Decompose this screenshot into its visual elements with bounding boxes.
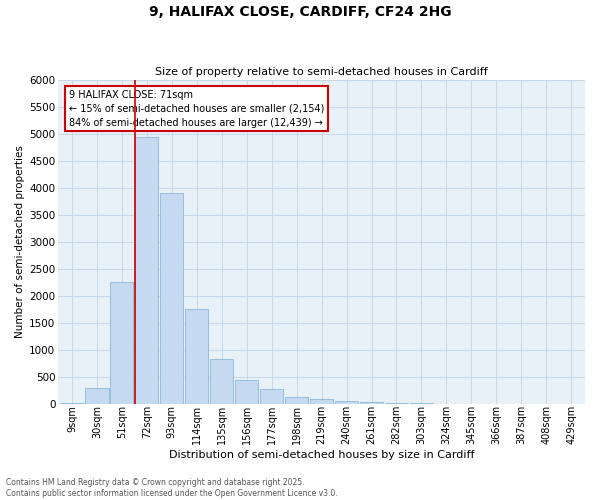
Bar	[335, 401, 358, 404]
X-axis label: Distribution of semi-detached houses by size in Cardiff: Distribution of semi-detached houses by …	[169, 450, 475, 460]
Bar	[185, 310, 208, 404]
Bar	[61, 402, 83, 404]
Bar	[385, 403, 408, 404]
Bar	[260, 388, 283, 404]
Bar	[310, 400, 333, 404]
Bar	[285, 396, 308, 404]
Bar	[85, 388, 109, 404]
Text: 9 HALIFAX CLOSE: 71sqm
← 15% of semi-detached houses are smaller (2,154)
84% of : 9 HALIFAX CLOSE: 71sqm ← 15% of semi-det…	[69, 90, 324, 128]
Bar	[135, 136, 158, 404]
Text: Contains HM Land Registry data © Crown copyright and database right 2025.
Contai: Contains HM Land Registry data © Crown c…	[6, 478, 338, 498]
Bar	[110, 282, 133, 404]
Bar	[360, 402, 383, 404]
Text: 9, HALIFAX CLOSE, CARDIFF, CF24 2HG: 9, HALIFAX CLOSE, CARDIFF, CF24 2HG	[149, 5, 451, 19]
Y-axis label: Number of semi-detached properties: Number of semi-detached properties	[15, 146, 25, 338]
Title: Size of property relative to semi-detached houses in Cardiff: Size of property relative to semi-detach…	[155, 66, 488, 76]
Bar	[160, 194, 184, 404]
Bar	[235, 380, 259, 404]
Bar	[210, 359, 233, 404]
